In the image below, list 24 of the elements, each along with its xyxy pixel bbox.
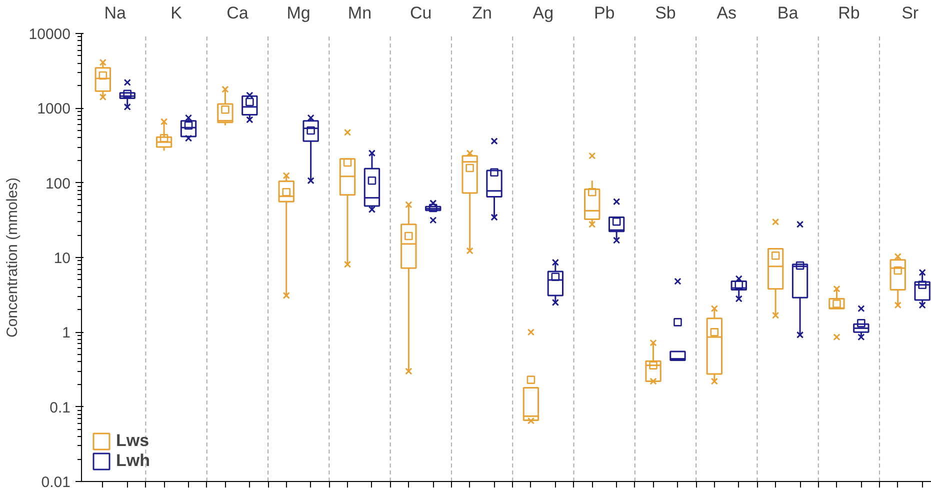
y-tick-label: 1: [62, 324, 70, 342]
x-tick-label: Sb: [655, 4, 676, 22]
legend-label: Lws: [116, 431, 150, 451]
x-tick-label: Ag: [532, 4, 554, 22]
x-tick-label: Ca: [226, 4, 249, 22]
x-tick-label: Rb: [838, 4, 860, 22]
y-tick-label: 10: [54, 250, 71, 267]
x-tick-label: As: [716, 4, 737, 22]
x-tick-label: Zn: [472, 4, 492, 22]
y-tick-label: 0.1: [50, 399, 71, 416]
x-tick-label: Cu: [410, 4, 432, 22]
x-tick-label: Na: [104, 4, 127, 22]
x-tick-label: Pb: [594, 4, 615, 22]
x-tick-label: Mn: [348, 4, 372, 22]
y-tick-label: 1000: [37, 100, 71, 118]
y-axis-title: Concentration (mmoles): [4, 177, 21, 338]
x-tick-label: Mg: [286, 4, 310, 22]
x-tick-label: K: [170, 4, 183, 22]
legend-label: Lwh: [116, 451, 150, 471]
y-tick-label: 100: [45, 175, 71, 192]
x-tick-label: Ba: [777, 4, 799, 22]
y-tick-label: 0.01: [41, 474, 71, 491]
x-tick-label: Sr: [902, 4, 919, 22]
y-tick-label: 10000: [28, 26, 71, 43]
